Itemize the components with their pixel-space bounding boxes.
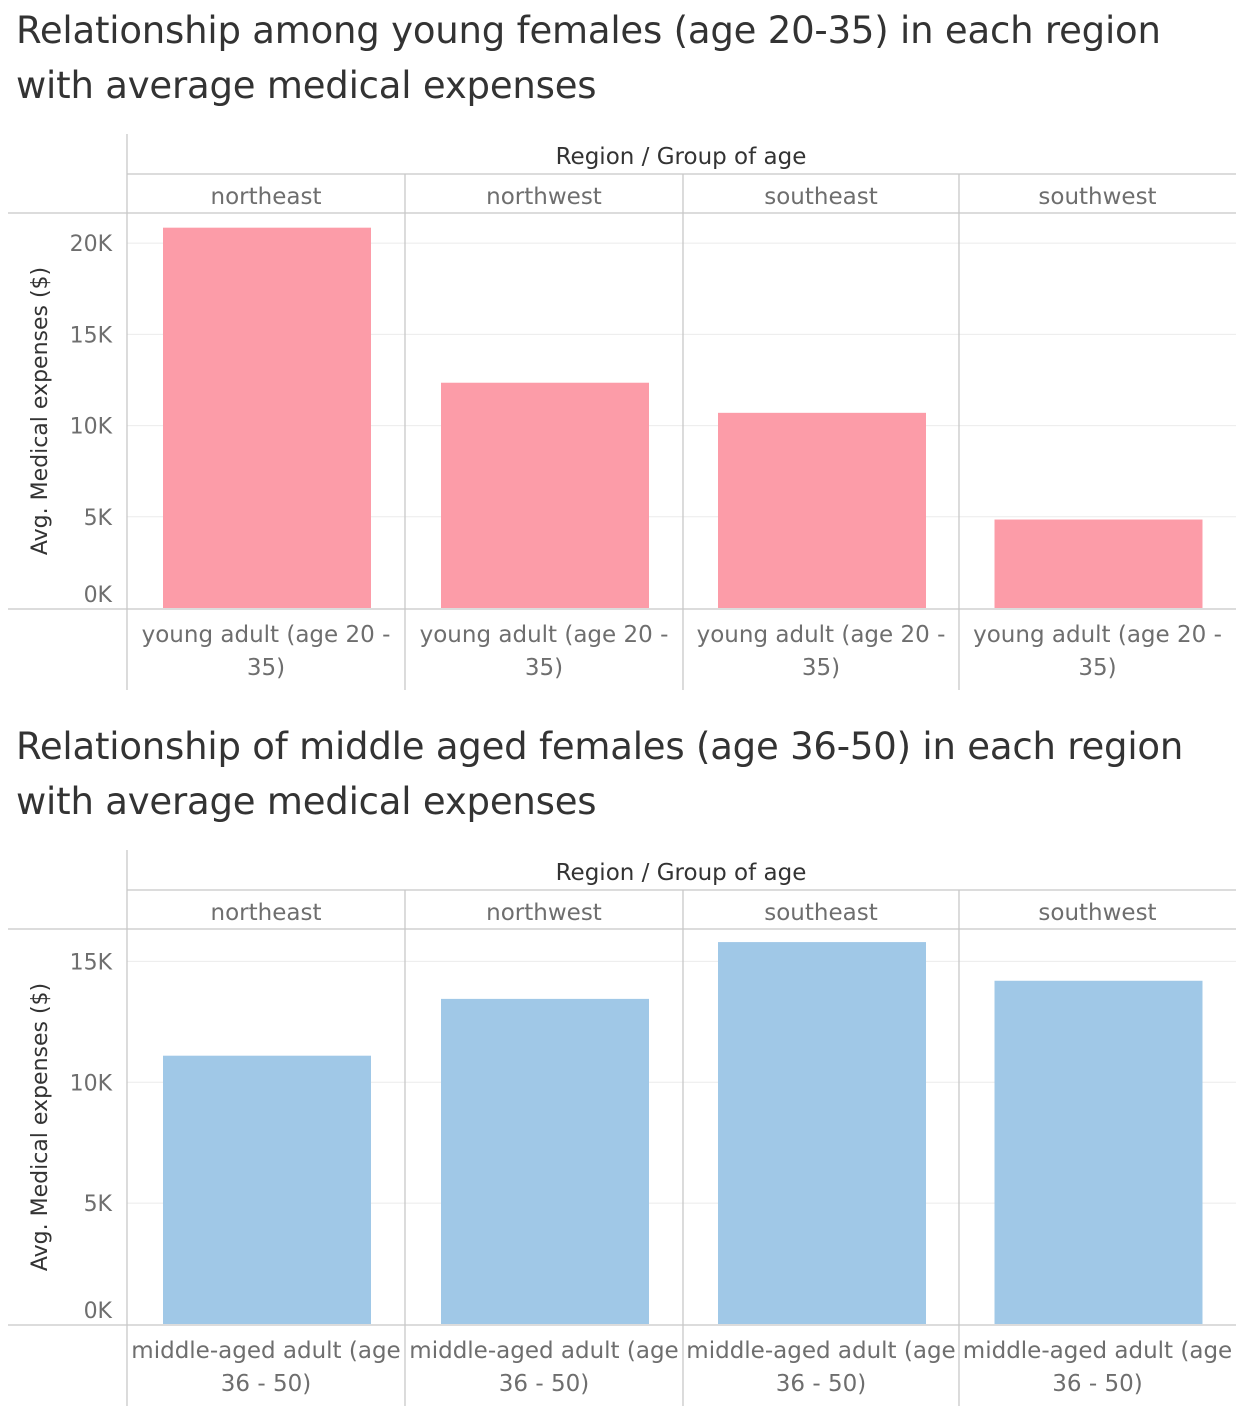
region-label: northeast	[211, 900, 322, 926]
bar	[718, 412, 926, 608]
middle-aged-females-bar-chart: Region / Group of age northeast northwest s…	[8, 850, 1236, 1406]
region-label: northwest	[486, 184, 602, 210]
y-tick-label: 0K	[84, 583, 113, 608]
x-category-label: young adult (age 20 -35)	[697, 622, 946, 681]
y-tick-label: 20K	[70, 232, 113, 257]
y-tick-label: 5K	[84, 1192, 113, 1217]
y-axis-label: Avg. Medical expenses ($)	[28, 983, 53, 1271]
young-females-bar-chart: Region / Group of age northeast northwest s…	[8, 134, 1236, 690]
y-tick-label: 10K	[70, 1071, 113, 1096]
chart-title-young: Relationship among young females (age 20…	[16, 9, 1161, 107]
region-label: southeast	[764, 184, 877, 210]
y-tick-label: 15K	[70, 950, 113, 975]
x-category-label: young adult (age 20 -35)	[420, 622, 669, 681]
y-tick-label: 5K	[84, 506, 113, 531]
y-tick-label: 15K	[70, 323, 113, 348]
bar	[718, 942, 926, 1324]
y-tick-label: 10K	[70, 415, 113, 440]
header-label: Region / Group of age	[556, 144, 807, 170]
y-tick-label: 0K	[84, 1299, 113, 1324]
bar	[163, 1055, 371, 1324]
chart-title-middle-aged: Relationship of middle aged females (age…	[16, 725, 1184, 823]
x-category-label: young adult (age 20 -35)	[973, 622, 1222, 681]
region-label: southwest	[1038, 184, 1156, 210]
x-category-label: middle-aged adult (age 36 - 50)	[686, 1338, 955, 1397]
bar	[441, 998, 649, 1324]
bar	[994, 519, 1203, 608]
region-label: northeast	[211, 184, 322, 210]
x-category-label: young adult (age 20 -35)	[142, 622, 391, 681]
region-label: southeast	[764, 900, 877, 926]
x-category-label: middle-aged adult (age 36 - 50)	[409, 1338, 678, 1397]
bar	[441, 382, 649, 608]
x-category-label: middle-aged adult (age 36 - 50)	[131, 1338, 400, 1397]
bar	[163, 227, 371, 609]
header-label: Region / Group of age	[556, 860, 807, 886]
region-label: northwest	[486, 900, 602, 926]
x-category-label: middle-aged adult (age 36 - 50)	[963, 1338, 1232, 1397]
bar	[994, 980, 1203, 1324]
y-axis-label: Avg. Medical expenses ($)	[28, 267, 53, 555]
region-label: southwest	[1038, 900, 1156, 926]
